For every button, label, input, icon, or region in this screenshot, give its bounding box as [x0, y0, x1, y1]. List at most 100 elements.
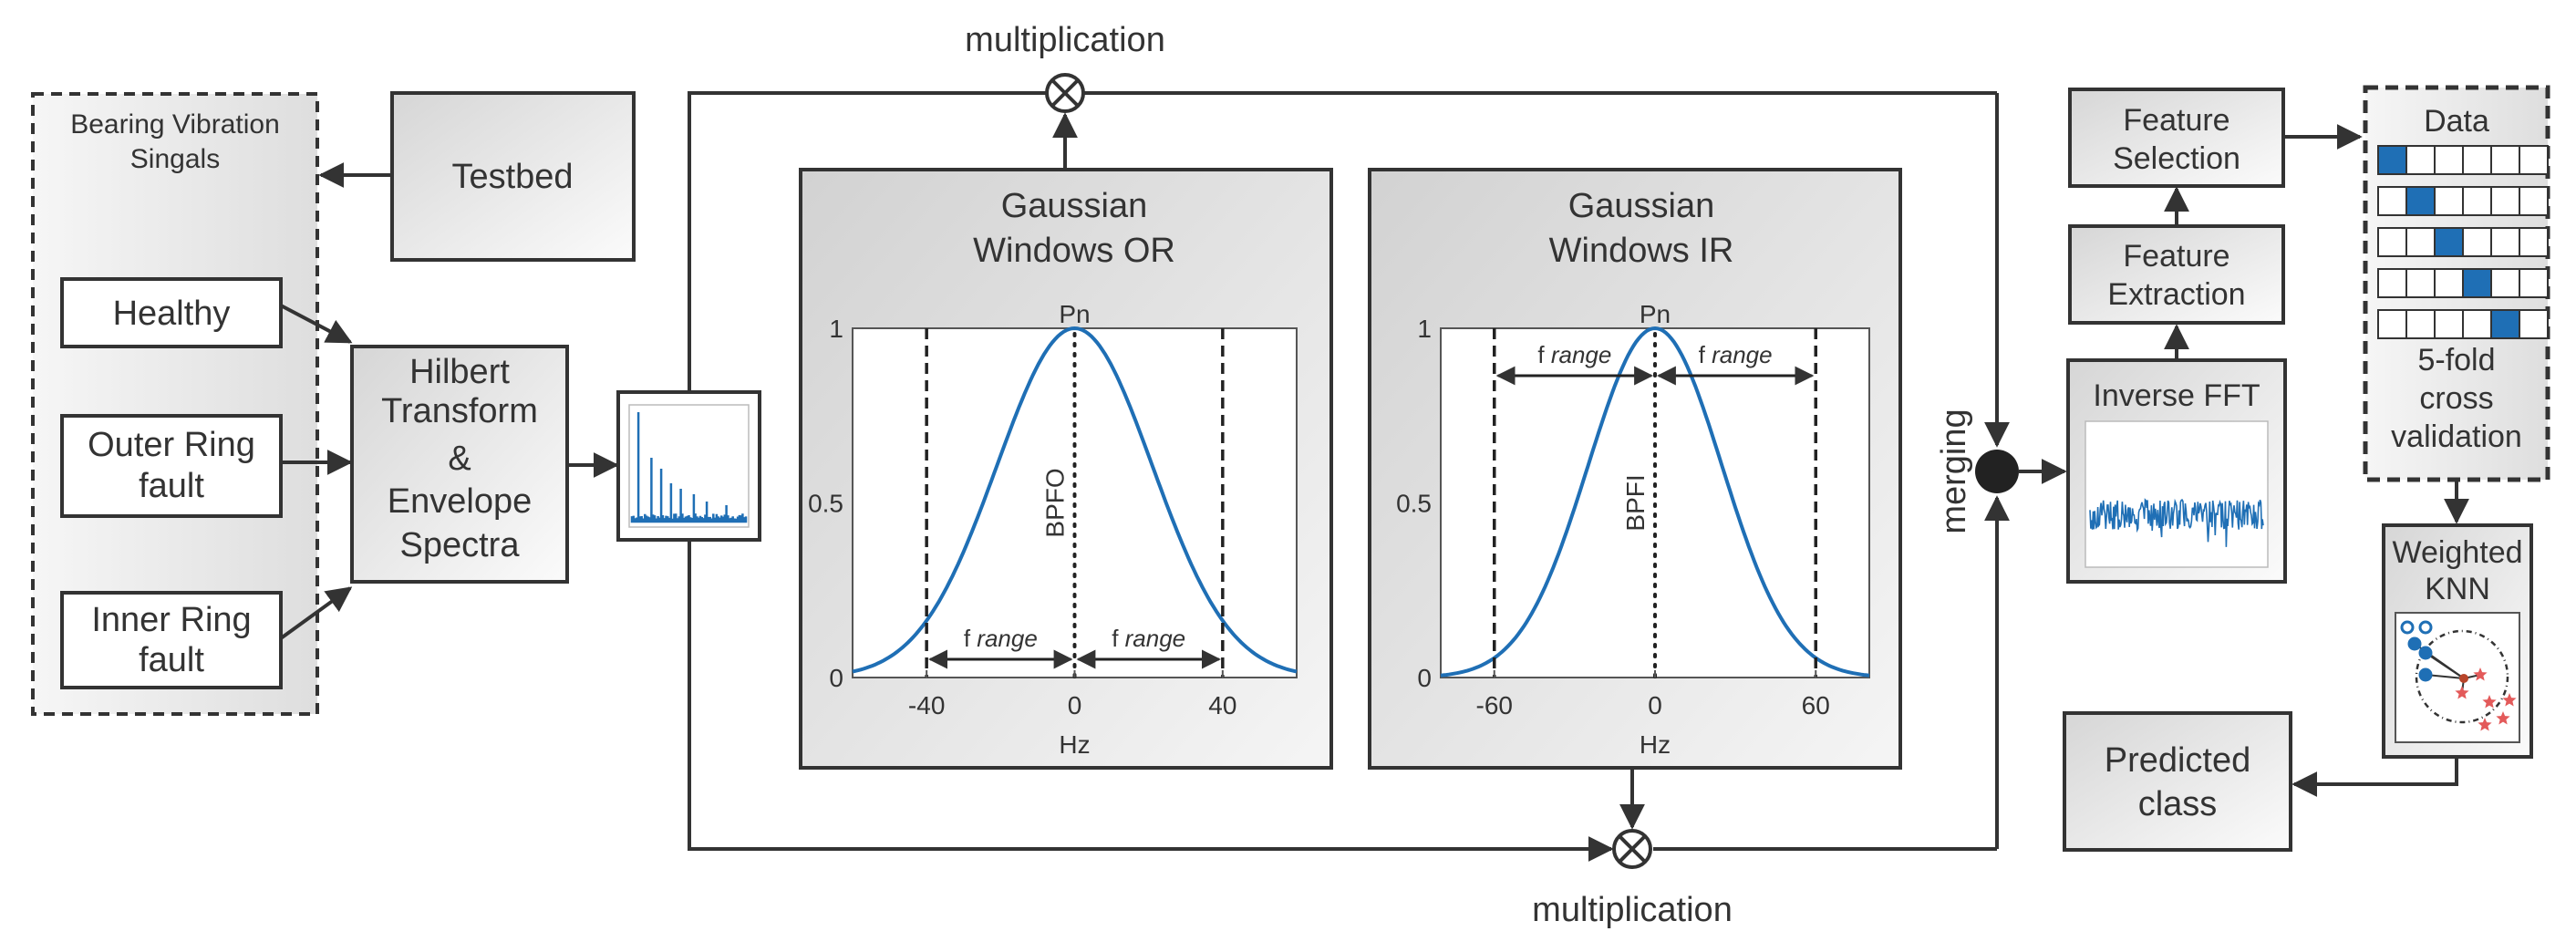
signal-group-title-1: Bearing Vibration	[70, 109, 280, 140]
knn-class-b-point	[2473, 667, 2488, 681]
predicted-class-box: Predicted class	[2063, 711, 2292, 852]
inverse-fft-trace	[2089, 498, 2264, 547]
knn-neighborhood	[2415, 629, 2509, 724]
knn-points	[2400, 620, 2517, 731]
hilbert-box: Hilbert Transform & Envelope Spectra	[350, 345, 569, 584]
top-flow-line	[688, 91, 1047, 392]
cv-cell	[2405, 227, 2436, 257]
knn-query-point	[2459, 674, 2468, 683]
feature-extraction-label-1: Feature	[2123, 239, 2229, 274]
cv-cell	[2377, 186, 2407, 216]
knn-class-b-point	[2478, 718, 2492, 731]
cv-cell	[2434, 227, 2464, 257]
cv-cell	[2462, 309, 2492, 339]
weighted-knn-box: Weighted KNN	[2382, 523, 2533, 759]
multiplication-node-bottom	[1612, 829, 1652, 869]
cv-grid	[2377, 145, 2549, 339]
gauss-ir-title-1: Gaussian	[1568, 187, 1715, 225]
or-xtick-2: 40	[1208, 691, 1236, 719]
hilbert-line-2: Transform	[381, 392, 538, 430]
hilbert-line-5: Spectra	[400, 526, 521, 564]
hilbert-line-1: Hilbert	[409, 353, 510, 391]
or-peak-label: Pn	[1059, 300, 1090, 328]
predicted-label-2: class	[2138, 785, 2218, 823]
merging-node	[1975, 450, 2019, 493]
ir-xlabel: Hz	[1640, 730, 1671, 759]
gauss-or-title-1: Gaussian	[1001, 187, 1148, 225]
or-range-label-right: f range	[1112, 625, 1185, 652]
cv-cell	[2490, 145, 2520, 175]
bottom-flow-line	[688, 540, 1614, 862]
knn-class-a-point	[2400, 620, 2415, 635]
cv-cell	[2377, 227, 2407, 257]
outer-ring-label-2: fault	[139, 467, 204, 505]
ir-xtick-0: -60	[1476, 691, 1513, 719]
cv-cell	[2490, 227, 2520, 257]
cv-cell	[2462, 227, 2492, 257]
ir-center-label: BPFI	[1621, 474, 1650, 531]
feature-extraction-label-2: Extraction	[2107, 277, 2245, 312]
ir-ytick-0: 1	[1417, 315, 1432, 343]
healthy-arrow	[280, 304, 353, 344]
data-title: Data	[2424, 104, 2489, 139]
ir-xtick-2: 60	[1802, 691, 1830, 719]
cv-cell	[2519, 186, 2549, 216]
knn-class-b-point	[2482, 695, 2497, 709]
ir-range-label-left: f range	[1537, 341, 1611, 368]
knn-class-a-point	[2418, 646, 2433, 660]
inner-arrow	[279, 586, 353, 640]
knn-class-a-point	[2418, 620, 2433, 635]
cv-cell	[2490, 186, 2520, 216]
predicted-label-1: Predicted	[2105, 741, 2251, 780]
or-xtick-1: 0	[1068, 691, 1082, 719]
cv-cell	[2405, 268, 2436, 298]
multiplication-label-bottom: multiplication	[1532, 891, 1733, 929]
cv-cell	[2519, 268, 2549, 298]
or-ytick-1: 0.5	[808, 490, 843, 518]
cv-cell	[2377, 268, 2407, 298]
cv-cell	[2519, 227, 2549, 257]
ir-xtick-1: 0	[1648, 691, 1662, 719]
cv-cell	[2377, 145, 2407, 175]
or-center-label: BPFO	[1041, 468, 1070, 537]
or-range-label-left: f range	[964, 625, 1038, 652]
ir-ytick-1: 0.5	[1396, 490, 1432, 518]
or-xlabel: Hz	[1059, 730, 1090, 759]
cv-cell	[2462, 145, 2492, 175]
gaussian-panel-ir: Gaussian Windows IR 1 0.5 0 -60 0 60 Hz Pn BPFI f…	[1368, 168, 1902, 770]
signal-group-title-2: Singals	[130, 144, 220, 174]
gauss-ir-plot: 1 0.5 0 -60 0 60 Hz Pn BPFI f range f range	[1396, 300, 1870, 759]
outer-ring-label-1: Outer Ring	[88, 426, 255, 464]
cv-cell	[2490, 268, 2520, 298]
cv-cell	[2405, 186, 2436, 216]
knn-class-b-point	[2455, 686, 2469, 699]
ir-peak-label: Pn	[1640, 300, 1671, 328]
cv-cell	[2377, 309, 2407, 339]
hilbert-line-3: &	[448, 440, 471, 478]
cv-label-3: validation	[2391, 419, 2522, 454]
testbed-box: Testbed	[390, 91, 636, 262]
healthy-box: Healthy	[60, 277, 283, 348]
feature-selection-label-1: Feature	[2123, 103, 2229, 138]
feature-selection-label-2: Selection	[2113, 141, 2240, 176]
cv-cell	[2519, 145, 2549, 175]
cv-cell	[2462, 186, 2492, 216]
or-ytick-2: 0	[829, 664, 843, 692]
cv-cell	[2462, 268, 2492, 298]
knn-class-a-point	[2418, 667, 2433, 682]
inner-ring-label-1: Inner Ring	[91, 601, 251, 639]
feature-extraction-box: Feature Extraction	[2068, 224, 2285, 325]
gauss-ir-title-2: Windows IR	[1549, 232, 1734, 270]
inner-ring-label-2: fault	[139, 641, 204, 679]
ir-range-label-right: f range	[1699, 341, 1773, 368]
inner-ring-box: Inner Ring fault	[60, 591, 283, 689]
inverse-fft-box: Inverse FFT	[2066, 358, 2287, 584]
cv-cell	[2519, 309, 2549, 339]
healthy-label: Healthy	[113, 295, 231, 333]
knn-label-1: Weighted	[2392, 535, 2522, 570]
knn-to-predicted-arrow	[2292, 757, 2458, 797]
ir-gaussian-curve	[1440, 326, 1870, 678]
cv-label-1: 5-fold	[2417, 343, 2495, 378]
